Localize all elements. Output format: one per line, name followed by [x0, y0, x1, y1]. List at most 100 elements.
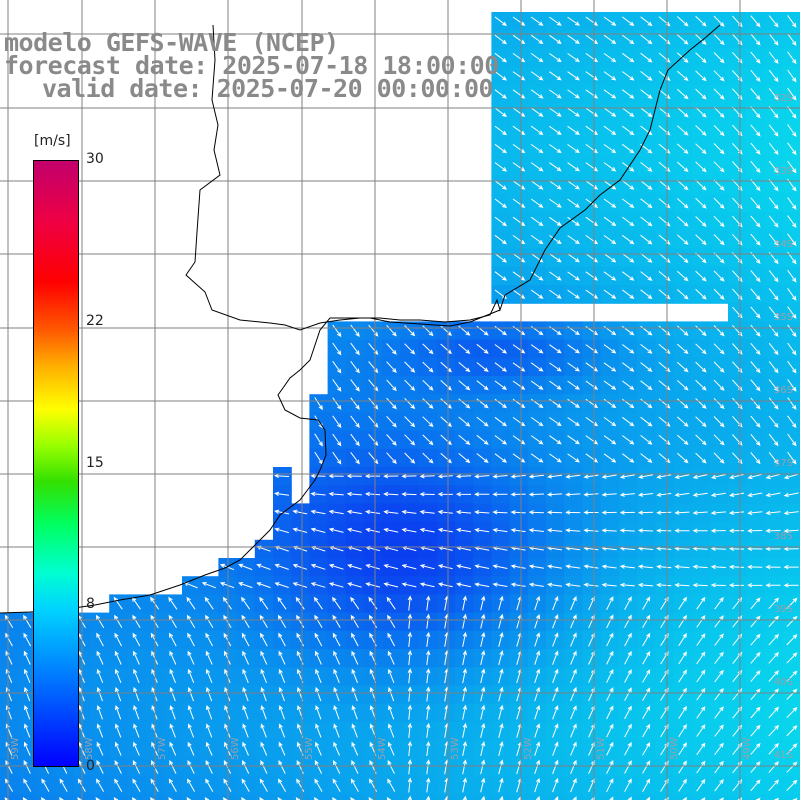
wind-arrow	[274, 491, 290, 497]
wind-arrow	[534, 632, 541, 647]
wind-arrow	[242, 686, 249, 702]
wind-arrow	[678, 669, 687, 683]
wind-arrow	[458, 416, 471, 427]
wind-arrow	[750, 742, 761, 755]
wind-arrow	[205, 741, 213, 756]
wind-arrow	[530, 16, 544, 26]
wind-arrow	[750, 379, 761, 392]
wind-arrow	[678, 778, 687, 792]
wind-arrow	[678, 633, 687, 647]
wind-arrow	[622, 89, 635, 99]
wind-arrow	[333, 741, 340, 756]
wind-arrow	[695, 52, 707, 64]
wind-arrow	[462, 722, 467, 738]
wind-arrow	[310, 582, 326, 588]
wind-arrow	[640, 89, 653, 99]
wind-arrow	[187, 778, 196, 792]
wind-arrow	[456, 527, 472, 533]
wind-arrow	[534, 686, 541, 702]
wind-arrow	[642, 596, 651, 610]
wind-arrow	[404, 325, 416, 337]
wind-arrow	[565, 510, 581, 515]
wind-arrow	[238, 582, 253, 589]
wind-arrow	[570, 595, 577, 611]
wind-arrow	[315, 723, 322, 738]
wind-arrow	[206, 705, 213, 720]
wind-arrow	[637, 528, 654, 533]
wind-arrow	[768, 324, 779, 337]
wind-arrow	[676, 270, 689, 282]
wind-arrow	[407, 759, 413, 775]
wind-arrow	[314, 759, 323, 774]
wind-arrow	[274, 527, 289, 534]
wind-arrow	[674, 492, 690, 497]
wind-arrow	[642, 632, 651, 647]
wind-arrow	[456, 564, 472, 570]
wind-arrow	[368, 596, 378, 610]
wind-arrow	[696, 742, 706, 756]
wind-arrow	[96, 668, 104, 683]
wind-arrow	[96, 741, 104, 756]
wind-arrow	[510, 582, 526, 587]
wind-arrow	[695, 325, 707, 337]
wind-arrow	[259, 778, 268, 792]
wind-cell	[200, 794, 219, 800]
wind-arrow	[783, 510, 799, 516]
wind-arrow	[585, 362, 599, 372]
wind-arrow	[567, 380, 580, 390]
wind-arrow	[401, 527, 417, 533]
wind-arrow	[24, 723, 31, 738]
wind-arrow	[656, 564, 672, 569]
wind-arrow	[204, 596, 214, 610]
wind-arrow	[768, 124, 779, 137]
wind-arrow	[714, 742, 724, 755]
wind-arrow	[549, 89, 562, 99]
wind-arrow	[567, 271, 580, 281]
wind-arrow	[768, 69, 779, 83]
wind-arrow	[462, 613, 467, 629]
wind-arrow	[765, 546, 781, 552]
wind-arrow	[606, 741, 614, 756]
wind-arrow	[277, 596, 287, 610]
wind-arrow	[187, 723, 195, 738]
wind-arrow	[695, 15, 707, 27]
wind-arrow	[386, 397, 397, 410]
wind-arrow	[332, 632, 341, 647]
wind-arrow	[549, 198, 562, 208]
wind-arrow	[347, 564, 362, 570]
wind-arrow	[169, 759, 177, 774]
wind-arrow	[787, 324, 797, 338]
wind-arrow	[624, 778, 632, 792]
wind-arrow	[622, 234, 635, 245]
wind-arrow	[383, 564, 399, 570]
wind-arrow	[768, 142, 779, 155]
wind-arrow	[622, 289, 635, 299]
wind-arrow	[328, 563, 344, 570]
wind-arrow	[565, 564, 581, 569]
wind-arrow	[530, 216, 544, 227]
wind-arrow	[567, 71, 580, 81]
wind-arrow	[787, 233, 797, 247]
wind-cell	[473, 794, 492, 800]
wind-arrow	[404, 434, 416, 446]
wind-arrow	[187, 705, 194, 720]
wind-arrow	[133, 668, 140, 683]
wind-arrow	[169, 686, 176, 702]
wind-arrow	[567, 125, 580, 135]
wind-arrow	[552, 686, 559, 702]
lat-label: 40S	[774, 677, 793, 688]
wind-arrow	[637, 492, 654, 497]
wind-arrow	[624, 632, 632, 647]
wind-arrow	[169, 632, 177, 647]
wind-arrow	[755, 797, 761, 800]
wind-arrow	[695, 106, 707, 118]
wind-arrow	[676, 161, 689, 173]
wind-arrow	[624, 741, 632, 756]
wind-arrow	[494, 71, 508, 81]
wind-arrow	[260, 686, 267, 702]
latitude-labels: 32S 33S 34S 35S 36S 37S 38S 39S 40S 41S	[774, 93, 793, 761]
wind-arrow	[114, 668, 122, 683]
wind-arrow	[622, 180, 635, 190]
wind-arrow	[387, 759, 395, 774]
wind-arrow	[512, 89, 526, 99]
